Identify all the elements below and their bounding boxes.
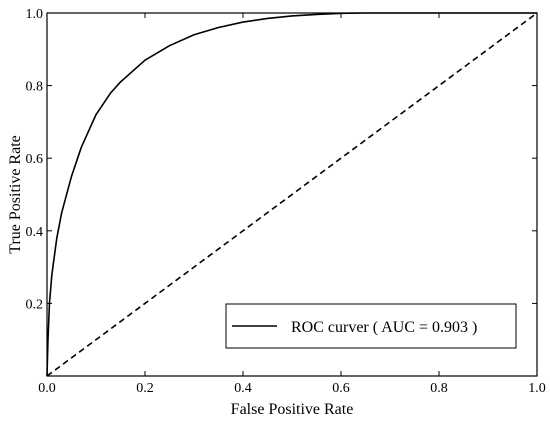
legend-entry-roc: ROC curver ( AUC = 0.903 ) (291, 319, 477, 336)
x-tick-label: 0.4 (234, 381, 252, 396)
y-tick-label: 0.6 (26, 152, 44, 167)
x-tick-label: 0.8 (430, 381, 448, 396)
plot-frame (46, 12, 538, 377)
x-tick-label: 0.2 (136, 381, 154, 396)
legend: ROC curver ( AUC = 0.903 ) (225, 303, 517, 349)
x-axis-label: False Positive Rate (231, 401, 354, 418)
y-tick-label: 0.8 (26, 80, 44, 95)
y-axis-label: True Positive Rate (7, 135, 24, 254)
x-tick-label: 0.6 (332, 381, 350, 396)
chance-diagonal-line (46, 12, 538, 377)
plot-area: 0.0 0.2 0.4 0.6 0.8 1.0 0.2 0.4 0.6 0.8 1.0 (26, 7, 546, 396)
y-tick-label: 0.2 (26, 297, 44, 312)
x-axis-ticks: 0.0 0.2 0.4 0.6 0.8 1.0 (38, 13, 546, 396)
x-tick-label: 1.0 (528, 381, 546, 396)
y-tick-label: 0.4 (26, 225, 44, 240)
y-tick-label: 1.0 (26, 7, 44, 22)
roc-curve-line (46, 12, 537, 377)
series-layer (46, 12, 538, 377)
x-tick-label: 0.0 (38, 381, 56, 396)
y-axis-ticks: 0.2 0.4 0.6 0.8 1.0 (26, 7, 537, 312)
